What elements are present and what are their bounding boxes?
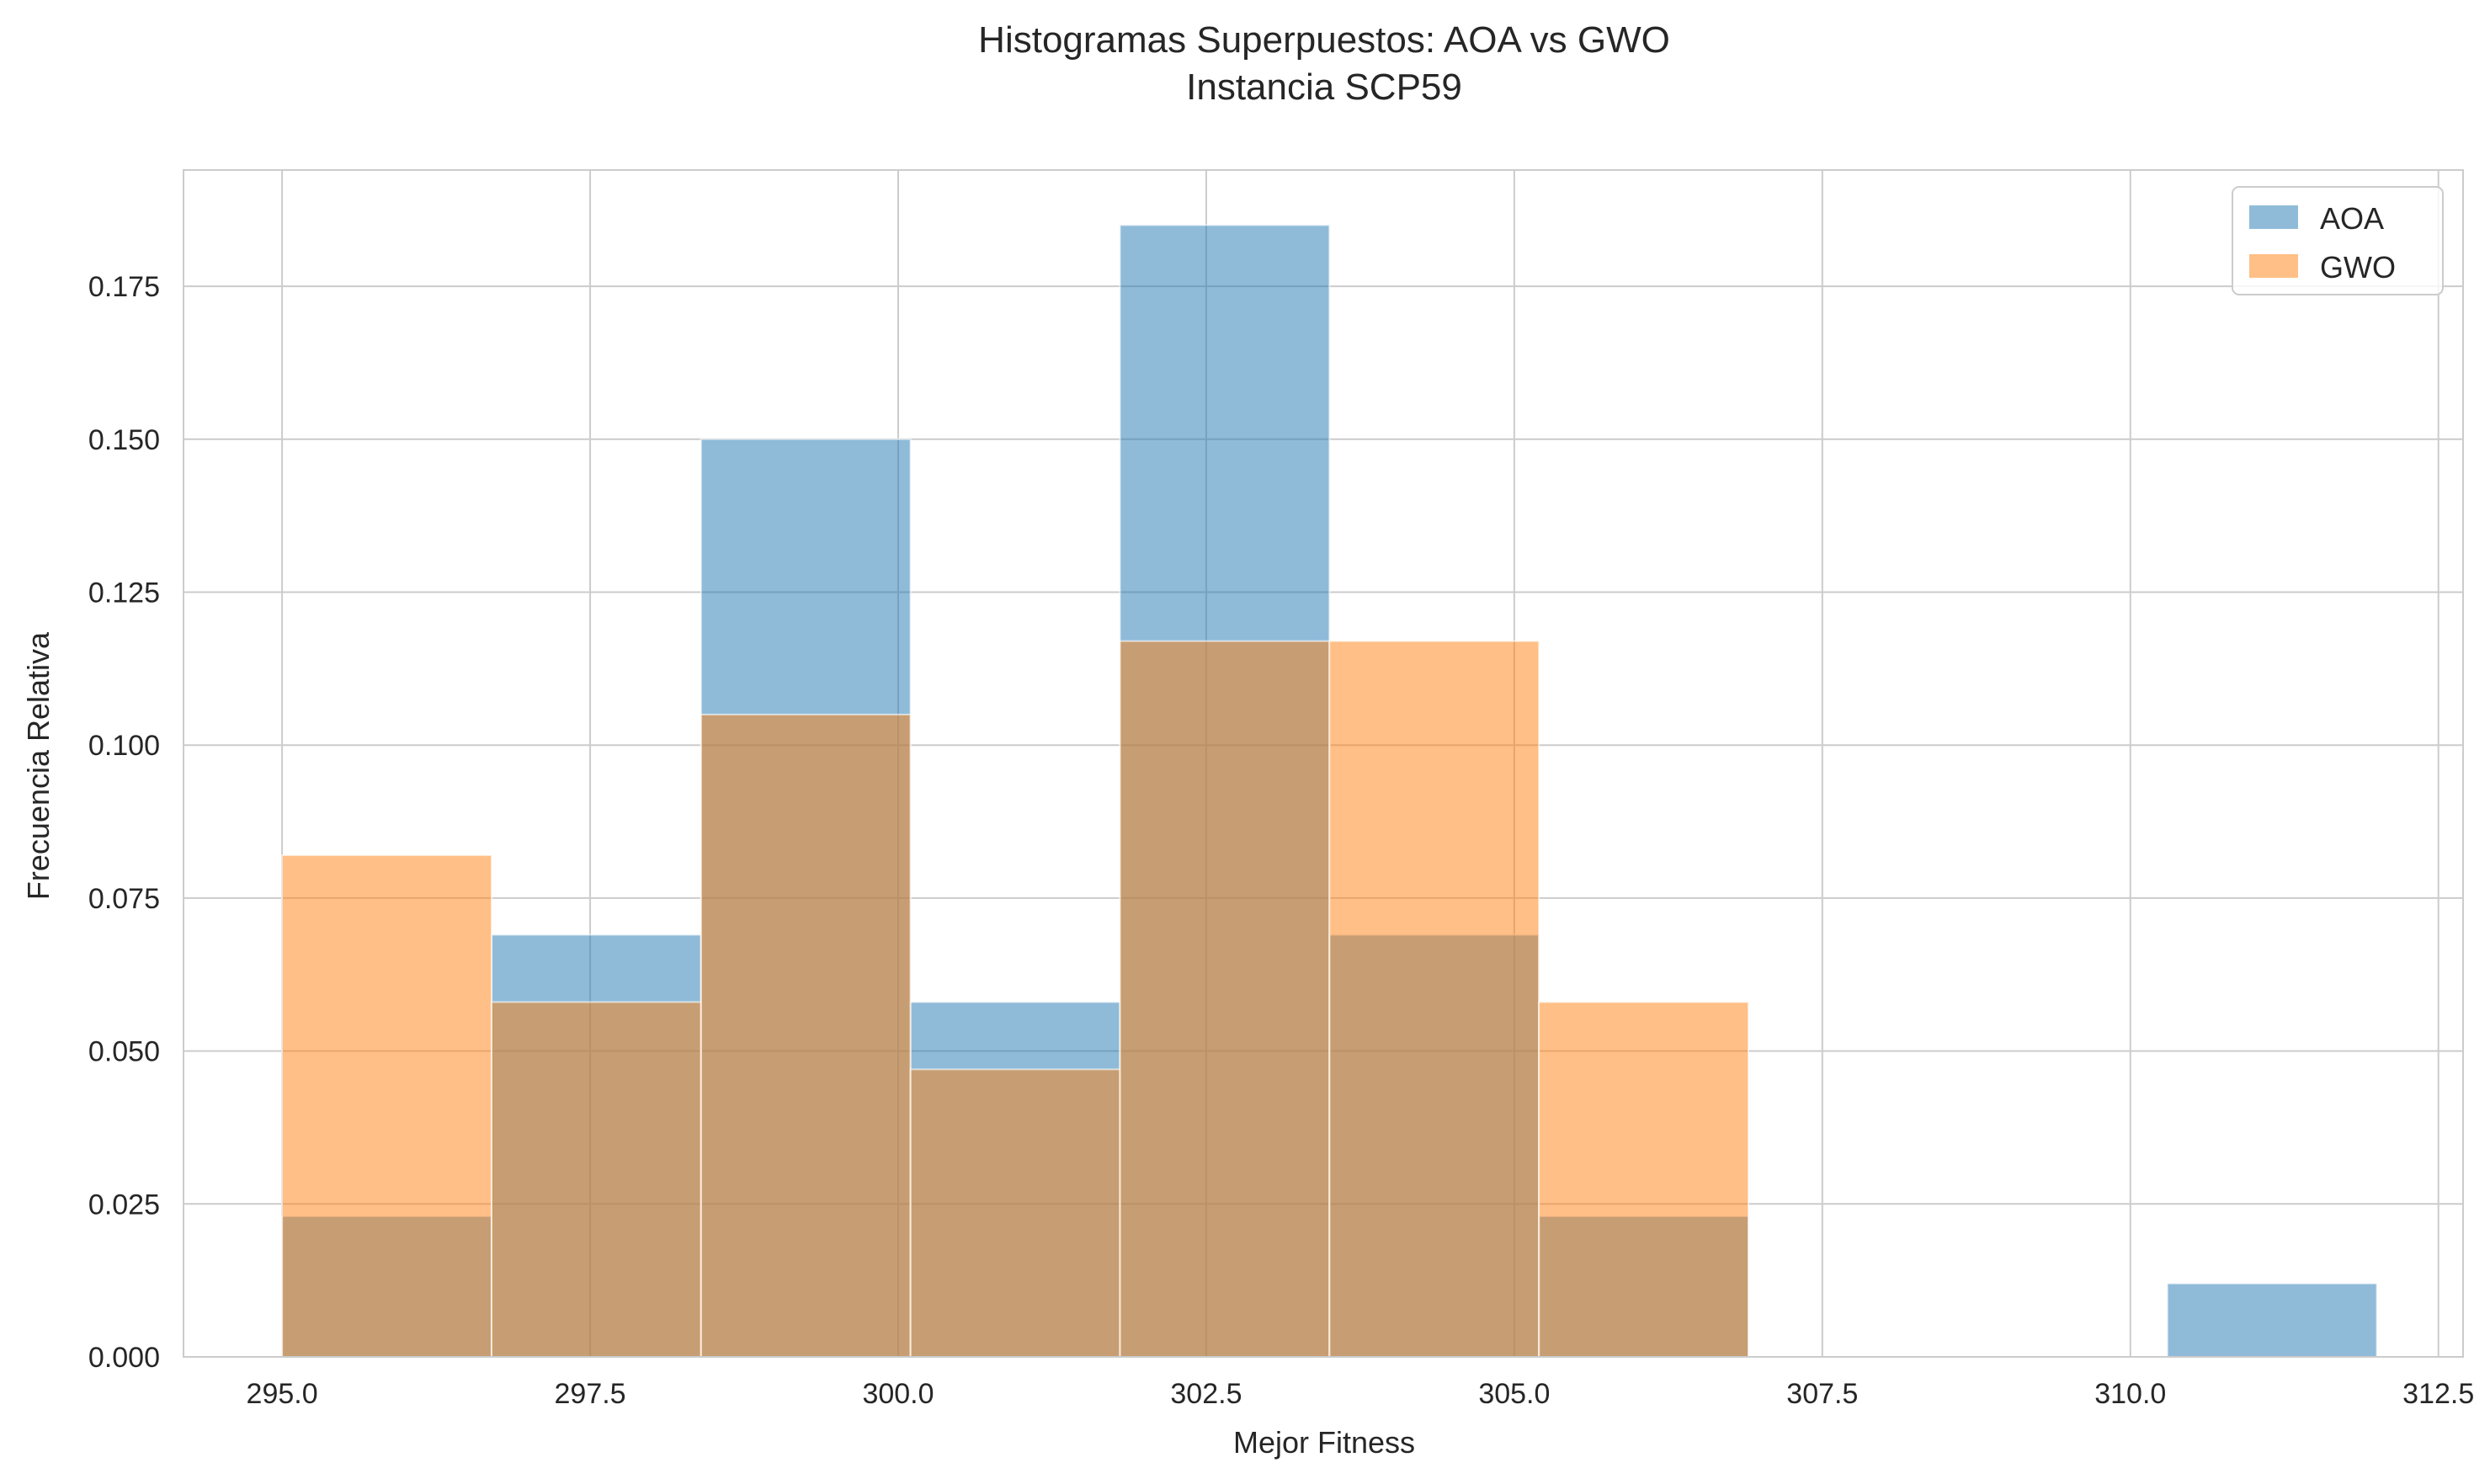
x-axis-label: Mejor Fitness bbox=[1233, 1425, 1415, 1460]
y-tick-label: 0.000 bbox=[88, 1342, 160, 1374]
legend: AOA GWO bbox=[2232, 186, 2444, 295]
legend-swatch-aoa bbox=[2249, 205, 2298, 229]
x-tick-label: 302.5 bbox=[1170, 1378, 1242, 1410]
y-tick-label: 0.175 bbox=[88, 271, 160, 303]
plot-frame bbox=[183, 169, 2464, 1358]
legend-label: AOA bbox=[2320, 201, 2384, 236]
x-tick-label: 297.5 bbox=[555, 1378, 626, 1410]
x-tick-label: 310.0 bbox=[2094, 1378, 2166, 1410]
legend-label: GWO bbox=[2320, 250, 2396, 285]
y-axis-label: Frecuencia Relativa bbox=[21, 631, 56, 900]
bar-gwo bbox=[281, 854, 492, 1358]
chart-title: Histogramas Superpuestos: AOA vs GWO bbox=[978, 19, 1670, 61]
bar-gwo bbox=[1119, 640, 1331, 1358]
bar-gwo bbox=[909, 1068, 1121, 1359]
bar-gwo bbox=[700, 713, 912, 1358]
x-tick-label: 307.5 bbox=[1786, 1378, 1858, 1410]
legend-swatch-gwo bbox=[2249, 254, 2298, 278]
x-tick-label: 312.5 bbox=[2402, 1378, 2474, 1410]
chart-subtitle: Instancia SCP59 bbox=[1186, 66, 1462, 108]
y-tick-label: 0.050 bbox=[88, 1036, 160, 1068]
y-tick-label: 0.075 bbox=[88, 883, 160, 915]
bar-gwo bbox=[490, 1001, 702, 1358]
y-tick-label: 0.125 bbox=[88, 577, 160, 609]
bars-layer bbox=[281, 224, 2378, 1359]
bar-gwo bbox=[1328, 640, 1540, 1358]
tick-labels: 295.0 297.5 300.0 302.5 305.0 307.5 310.0 312.5… bbox=[88, 271, 2474, 1410]
y-tick-label: 0.025 bbox=[88, 1189, 160, 1221]
y-tick-label: 0.100 bbox=[88, 730, 160, 762]
x-tick-label: 295.0 bbox=[247, 1378, 318, 1410]
bar-aoa bbox=[2166, 1282, 2378, 1358]
x-tick-label: 300.0 bbox=[862, 1378, 934, 1410]
bar-gwo bbox=[1538, 1001, 1750, 1358]
x-tick-label: 305.0 bbox=[1478, 1378, 1550, 1410]
y-tick-label: 0.150 bbox=[88, 424, 160, 456]
